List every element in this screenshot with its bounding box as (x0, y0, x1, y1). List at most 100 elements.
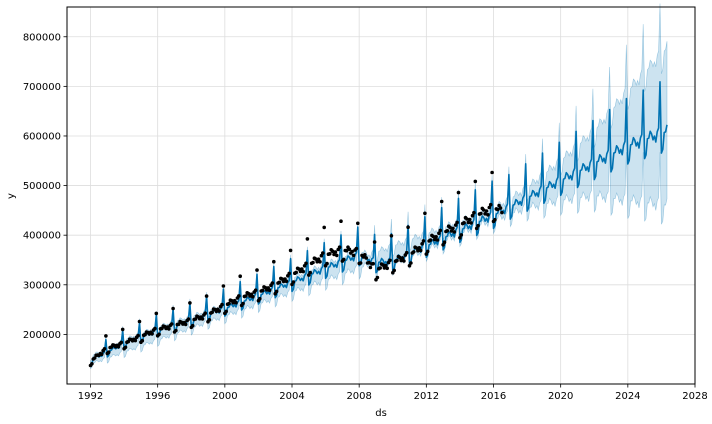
data-point (473, 179, 478, 184)
data-point (258, 296, 262, 301)
y-tick-label: 600000 (23, 131, 61, 142)
data-point (217, 309, 221, 313)
data-point (204, 294, 209, 298)
data-point (274, 289, 279, 294)
data-point (350, 249, 355, 254)
data-point (251, 294, 255, 299)
data-point (354, 246, 359, 251)
y-axis-ticks: 200000 300000 400000 500000 600000 700000 8000… (23, 32, 67, 341)
data-point (270, 281, 275, 285)
data-point (92, 356, 97, 360)
data-point (442, 240, 447, 244)
x-tick-label: 2020 (548, 391, 573, 402)
data-point (193, 317, 198, 321)
data-point (435, 238, 440, 242)
data-point (466, 220, 471, 225)
data-point (221, 284, 226, 288)
data-point (284, 279, 289, 284)
data-point (417, 246, 422, 250)
x-tick-label: 2016 (481, 391, 506, 402)
data-point (474, 226, 479, 231)
data-point (389, 234, 394, 238)
data-point (304, 261, 308, 266)
data-point (90, 362, 94, 366)
data-point (318, 260, 322, 264)
data-point (260, 288, 265, 293)
data-point (438, 228, 443, 233)
data-point (414, 246, 419, 250)
data-point (459, 233, 464, 237)
data-point (428, 238, 433, 242)
data-point (308, 270, 313, 275)
data-point (210, 310, 214, 315)
data-point (120, 327, 125, 332)
y-tick-label: 400000 (23, 231, 61, 242)
data-point (186, 317, 191, 321)
data-point (388, 258, 392, 263)
data-point (167, 327, 171, 331)
data-point (227, 301, 231, 306)
data-point (392, 268, 397, 273)
data-point (400, 256, 405, 260)
x-tick-label: 2004 (279, 391, 304, 402)
data-point (203, 311, 207, 316)
data-point (154, 311, 159, 316)
data-point (342, 257, 346, 262)
data-point (291, 280, 296, 284)
data-point (351, 253, 356, 258)
data-point (272, 259, 276, 264)
observed-points (88, 170, 504, 368)
data-point (411, 250, 416, 254)
data-point (335, 253, 339, 258)
data-point (481, 208, 486, 212)
y-tick-label: 300000 (23, 280, 61, 291)
data-point (458, 236, 462, 240)
x-axis-ticks: 1992 1996 2000 2004 2008 2012 2016 2020 2024 2028 (78, 384, 708, 402)
data-point (267, 288, 272, 293)
data-point (486, 213, 490, 217)
data-point (425, 249, 430, 254)
y-tick-label: 200000 (23, 330, 61, 341)
data-point (448, 225, 452, 230)
data-point (452, 230, 457, 234)
data-point (424, 252, 429, 256)
data-point (395, 258, 399, 263)
data-point (500, 210, 504, 215)
data-point (169, 322, 174, 326)
data-point (301, 269, 306, 274)
data-point (190, 323, 195, 328)
data-point (333, 250, 338, 254)
y-tick-label: 500000 (23, 181, 61, 192)
data-point (237, 294, 241, 298)
data-point (123, 345, 128, 350)
data-point (322, 225, 327, 230)
data-point (367, 260, 371, 265)
data-point (356, 221, 360, 226)
x-tick-label: 2012 (414, 391, 439, 402)
data-point (462, 221, 466, 225)
data-point (321, 251, 325, 255)
data-point (439, 199, 444, 204)
data-point (330, 249, 335, 253)
data-point (207, 318, 212, 322)
data-point (150, 332, 154, 336)
data-point (133, 338, 138, 343)
data-point (467, 217, 472, 222)
data-point (347, 247, 352, 252)
x-tick-label: 2000 (212, 391, 237, 402)
data-point (244, 294, 248, 298)
plot-frame (66, 6, 696, 385)
data-point (472, 210, 476, 215)
data-point (287, 271, 292, 276)
data-point (418, 248, 423, 253)
data-point (325, 261, 329, 266)
y-axis-label: y (6, 193, 17, 199)
data-point (421, 239, 426, 243)
data-point (116, 344, 121, 349)
data-point (363, 253, 367, 257)
y-tick-label: 700000 (23, 82, 61, 93)
data-point (402, 259, 406, 263)
data-point (465, 217, 469, 221)
